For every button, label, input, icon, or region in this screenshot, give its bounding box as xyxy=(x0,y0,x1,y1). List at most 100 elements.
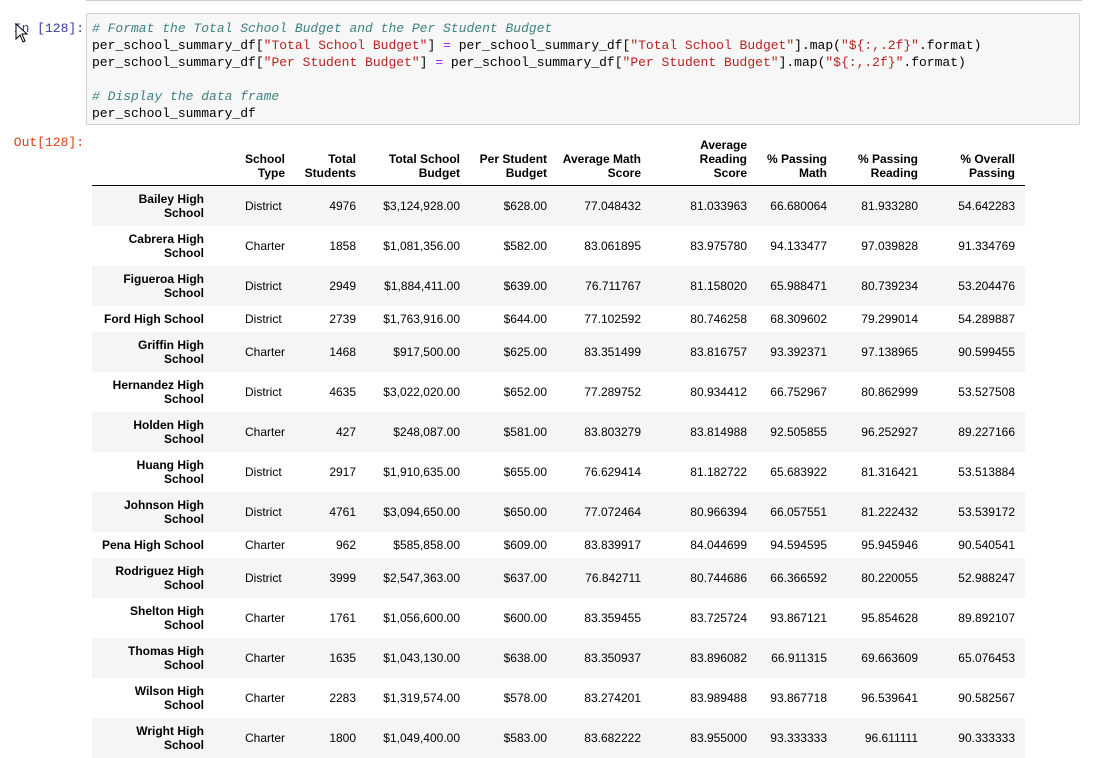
row-index-school-name: Holden High School xyxy=(92,412,214,452)
table-cell: 66.057551 xyxy=(770,504,828,519)
column-header-text: Reading xyxy=(870,166,919,180)
output-prompt: Out[128]: xyxy=(13,135,84,150)
table-cell: $1,763,916.00 xyxy=(383,311,461,326)
table-cell: 80.862999 xyxy=(861,384,919,399)
table-cell: 66.752967 xyxy=(770,384,828,399)
table-cell: 66.366592 xyxy=(770,570,828,585)
table-header-row: School Type Total Students Total School Budge… xyxy=(92,138,1026,186)
table-cell: $625.00 xyxy=(503,344,548,359)
row-index-school-name: Huang High School xyxy=(92,452,214,492)
column-header-text: Total School xyxy=(388,152,461,166)
table-row: Thomas High School Charter 1635 $1,043,130.0… xyxy=(92,637,1026,678)
school-name-text: School xyxy=(163,351,204,366)
table-cell: $585,858.00 xyxy=(393,537,461,552)
school-name-text: Holden High xyxy=(133,417,204,432)
school-name-text: School xyxy=(163,205,204,220)
table-cell: $3,124,928.00 xyxy=(383,198,461,213)
table-cell: $650.00 xyxy=(503,504,548,519)
table-cell: 84.044699 xyxy=(690,537,748,552)
table-cell: 65.988471 xyxy=(770,278,828,293)
table-cell: 93.867718 xyxy=(770,690,828,705)
table-cell: 97.138965 xyxy=(861,344,919,359)
column-header-text: Type xyxy=(257,166,286,180)
table-cell: 80.746258 xyxy=(690,311,748,326)
table-cell: 83.839917 xyxy=(584,537,642,552)
code-text: ] xyxy=(427,38,444,53)
table-cell: $637.00 xyxy=(503,570,548,585)
code-operator: = xyxy=(443,38,451,53)
table-cell: 83.350937 xyxy=(584,650,642,665)
code-string: "Total School Budget" xyxy=(630,38,795,53)
code-comment: # Display the data frame xyxy=(92,89,280,104)
school-name-text: Bailey High xyxy=(138,191,204,206)
table-row: Cabrera High School Charter 1858 $1,081,356.… xyxy=(92,226,1025,266)
column-header-text: Math xyxy=(799,166,828,180)
table-row: Hernandez High School District 4635 $3,022,0… xyxy=(92,372,1025,412)
code-comment: # Format the Total School Budget and the… xyxy=(92,21,553,36)
table-cell: 80.934412 xyxy=(690,384,748,399)
table-row: Figueroa High School District 2949 $1,884,41… xyxy=(92,265,1026,306)
column-header-text: Score xyxy=(607,166,642,180)
table-cell: 83.989488 xyxy=(690,690,748,705)
table-cell: 2283 xyxy=(329,690,357,705)
table-cell: 76.842711 xyxy=(585,570,642,585)
table-cell: 4976 xyxy=(329,198,357,213)
school-name-text: Pena High School xyxy=(101,537,204,552)
table-cell: District xyxy=(245,278,282,293)
table-cell: 83.803279 xyxy=(584,424,642,439)
table-cell: 2739 xyxy=(329,311,357,326)
row-index-school-name: Griffin High School xyxy=(92,332,214,372)
table-cell: 1468 xyxy=(329,344,357,359)
table-cell: 53.527508 xyxy=(958,384,1016,399)
school-name-text: Thomas High xyxy=(127,643,204,658)
table-cell: Charter xyxy=(245,650,286,665)
school-name-text: Figueroa High xyxy=(123,271,204,286)
row-index-school-name: Pena High School xyxy=(92,532,214,558)
code-text: ].map( xyxy=(794,38,841,53)
column-header-text: Passing xyxy=(968,166,1016,180)
table-cell: $600.00 xyxy=(503,610,548,625)
row-index-school-name: Cabrera High School xyxy=(92,226,214,266)
table-cell: $581.00 xyxy=(503,424,548,439)
code-operator: = xyxy=(435,55,444,70)
code-line xyxy=(92,71,1074,88)
code-input-cell[interactable]: # Format the Total School Budget and the… xyxy=(86,13,1080,125)
table-cell: District xyxy=(245,570,282,585)
table-cell: 83.359455 xyxy=(584,610,642,625)
table-cell: $1,043,130.00 xyxy=(383,650,461,665)
table-cell: 83.274201 xyxy=(584,690,642,705)
school-name-text: Wright High xyxy=(136,723,204,738)
table-cell: $2,547,363.00 xyxy=(383,570,461,585)
table-row: Holden High School Charter 427 $248,087.00 $5… xyxy=(92,411,1026,452)
table-cell: 79.299014 xyxy=(861,311,919,326)
code-string: "${:,.2f}" xyxy=(840,38,919,53)
row-index-school-name: Figueroa High School xyxy=(92,266,214,306)
table-cell: 2949 xyxy=(329,278,357,293)
table-cell: 83.975780 xyxy=(690,238,748,253)
table-cell: 83.955000 xyxy=(690,730,748,745)
table-cell: 4761 xyxy=(329,504,357,519)
table-cell: $1,081,356.00 xyxy=(383,238,461,253)
table-cell: 90.582567 xyxy=(958,690,1016,705)
column-header: Total School Budget xyxy=(366,138,471,186)
table-cell: $1,056,600.00 xyxy=(383,610,461,625)
table-cell: 89.227166 xyxy=(958,424,1016,439)
table-cell: 89.892107 xyxy=(958,610,1016,625)
school-name-text: Cabrera High xyxy=(128,231,204,246)
table-cell: 90.333333 xyxy=(958,730,1016,745)
school-name-text: Ford High School xyxy=(104,311,204,326)
table-cell: 77.048432 xyxy=(584,198,642,213)
table-cell: 95.945946 xyxy=(861,537,919,552)
table-cell: 1635 xyxy=(329,650,357,665)
table-cell: 96.539641 xyxy=(861,690,919,705)
table-cell: Charter xyxy=(245,610,286,625)
table-cell: 77.072464 xyxy=(584,504,642,519)
table-cell: 83.725724 xyxy=(690,610,748,625)
input-prompt: In [128]: xyxy=(13,21,84,36)
column-header: % Passing Math xyxy=(757,138,838,186)
table-cell: 76.629414 xyxy=(584,464,642,479)
table-cell: $1,910,635.00 xyxy=(383,464,461,479)
school-name-text: School xyxy=(163,577,204,592)
table-cell: 90.599455 xyxy=(958,344,1016,359)
table-cell: 3999 xyxy=(329,570,357,585)
